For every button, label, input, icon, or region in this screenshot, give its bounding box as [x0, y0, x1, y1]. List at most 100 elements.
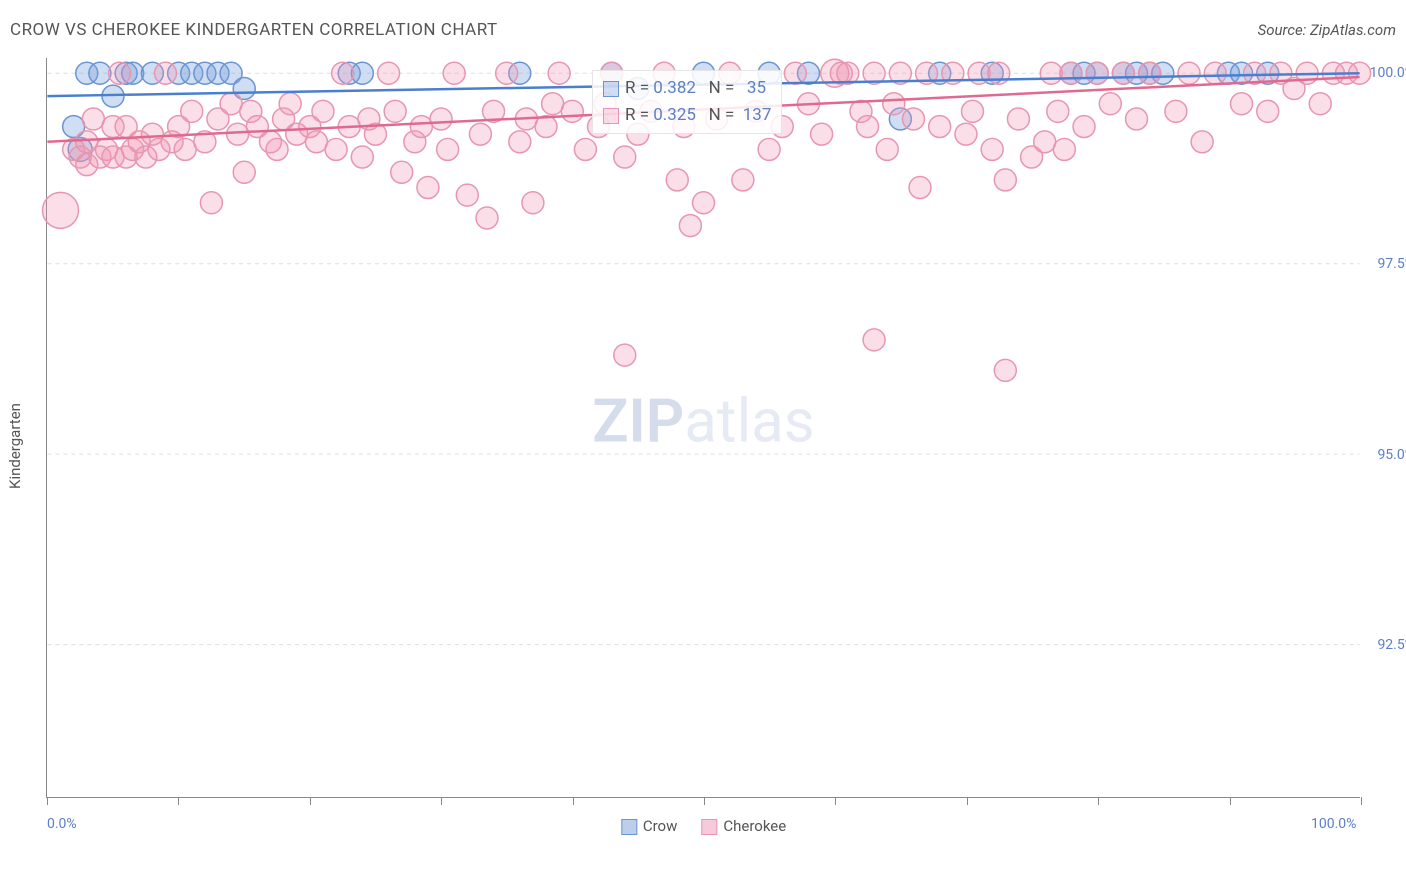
scatter-point	[109, 62, 131, 84]
legend-item: Cherokee	[701, 817, 786, 835]
scatter-point	[325, 138, 347, 160]
scatter-point	[1257, 100, 1279, 122]
scatter-point	[1047, 100, 1069, 122]
scatter-point	[1112, 62, 1134, 84]
x-tick	[835, 797, 836, 805]
n-value: 137	[739, 105, 772, 125]
scatter-point	[955, 123, 977, 145]
correlation-stats-box: R = 0.382 N = 35R = 0.325 N = 137	[592, 70, 782, 134]
scatter-point	[43, 192, 79, 228]
chart-plot-area: ZIPatlas R = 0.382 N = 35R = 0.325 N = 1…	[46, 58, 1360, 798]
x-tick	[1361, 797, 1362, 805]
bottom-legend: Crow Cherokee	[621, 817, 786, 835]
x-tick	[967, 797, 968, 805]
scatter-point	[279, 93, 301, 115]
scatter-point	[509, 131, 531, 153]
scatter-point	[909, 177, 931, 199]
scatter-point	[614, 344, 636, 366]
y-axis-title: Kindergarten	[6, 403, 24, 489]
scatter-point	[351, 62, 373, 84]
scatter-point	[496, 62, 518, 84]
scatter-point	[1086, 62, 1108, 84]
scatter-point	[666, 169, 688, 191]
scatter-point	[732, 169, 754, 191]
scatter-point	[1040, 62, 1062, 84]
x-tick	[441, 797, 442, 805]
scatter-point	[1165, 100, 1187, 122]
scatter-point	[332, 62, 354, 84]
y-tick-label: 95.0%	[1377, 447, 1406, 463]
scatter-point	[443, 62, 465, 84]
scatter-point	[456, 184, 478, 206]
x-tick	[1230, 797, 1231, 805]
scatter-point	[410, 116, 432, 138]
r-label: R =	[625, 78, 653, 98]
x-tick	[704, 797, 705, 805]
n-value: 35	[739, 78, 767, 98]
scatter-point	[1309, 93, 1331, 115]
scatter-point	[155, 62, 177, 84]
scatter-point	[811, 123, 833, 145]
scatter-point	[351, 146, 373, 168]
scatter-point	[227, 123, 249, 145]
r-label: R =	[625, 105, 653, 125]
scatter-point	[1191, 131, 1213, 153]
scatter-point	[1204, 62, 1226, 84]
scatter-point	[857, 116, 879, 138]
y-tick-label: 100.0%	[1370, 65, 1406, 81]
scatter-point	[82, 108, 104, 130]
scatter-plot-svg	[47, 58, 1360, 797]
scatter-point	[1139, 62, 1161, 84]
scatter-point	[522, 192, 544, 214]
scatter-point	[1007, 108, 1029, 130]
scatter-point	[384, 100, 406, 122]
scatter-point	[417, 177, 439, 199]
scatter-point	[548, 62, 570, 84]
x-tick	[310, 797, 311, 805]
scatter-point	[994, 359, 1016, 381]
scatter-point	[233, 161, 255, 183]
x-tick	[573, 797, 574, 805]
y-tick-label: 92.5%	[1377, 637, 1406, 653]
scatter-point	[876, 138, 898, 160]
scatter-point	[1073, 116, 1095, 138]
scatter-point	[181, 100, 203, 122]
chart-title: CROW VS CHEROKEE KINDERGARTEN CORRELATIO…	[10, 20, 498, 40]
scatter-point	[758, 138, 780, 160]
x-tick	[1098, 797, 1099, 805]
scatter-point	[929, 116, 951, 138]
r-value: 0.325	[653, 105, 696, 125]
source-attribution: Source: ZipAtlas.com	[1258, 21, 1396, 39]
scatter-point	[883, 93, 905, 115]
scatter-point	[1034, 131, 1056, 153]
scatter-point	[469, 123, 491, 145]
scatter-point	[574, 138, 596, 160]
scatter-point	[1053, 138, 1075, 160]
scatter-point	[437, 138, 459, 160]
legend-label: Cherokee	[723, 817, 786, 835]
r-value: 0.382	[653, 78, 696, 98]
stats-row: R = 0.382 N = 35	[603, 75, 771, 102]
scatter-point	[89, 62, 111, 84]
legend-swatch-icon	[621, 819, 637, 835]
legend-item: Crow	[621, 817, 678, 835]
scatter-point	[200, 192, 222, 214]
x-tick-label: 0.0%	[47, 816, 77, 832]
scatter-point	[902, 108, 924, 130]
scatter-point	[784, 62, 806, 84]
scatter-point	[476, 207, 498, 229]
x-tick	[178, 797, 179, 805]
scatter-point	[305, 131, 327, 153]
scatter-point	[1060, 62, 1082, 84]
x-tick-label: 100.0%	[1311, 816, 1356, 832]
scatter-point	[863, 329, 885, 351]
scatter-point	[266, 138, 288, 160]
n-label: N =	[696, 105, 739, 125]
scatter-point	[693, 192, 715, 214]
n-label: N =	[696, 78, 739, 98]
scatter-point	[1126, 108, 1148, 130]
scatter-point	[312, 100, 334, 122]
scatter-point	[988, 62, 1010, 84]
scatter-point	[994, 169, 1016, 191]
legend-label: Crow	[643, 817, 678, 835]
